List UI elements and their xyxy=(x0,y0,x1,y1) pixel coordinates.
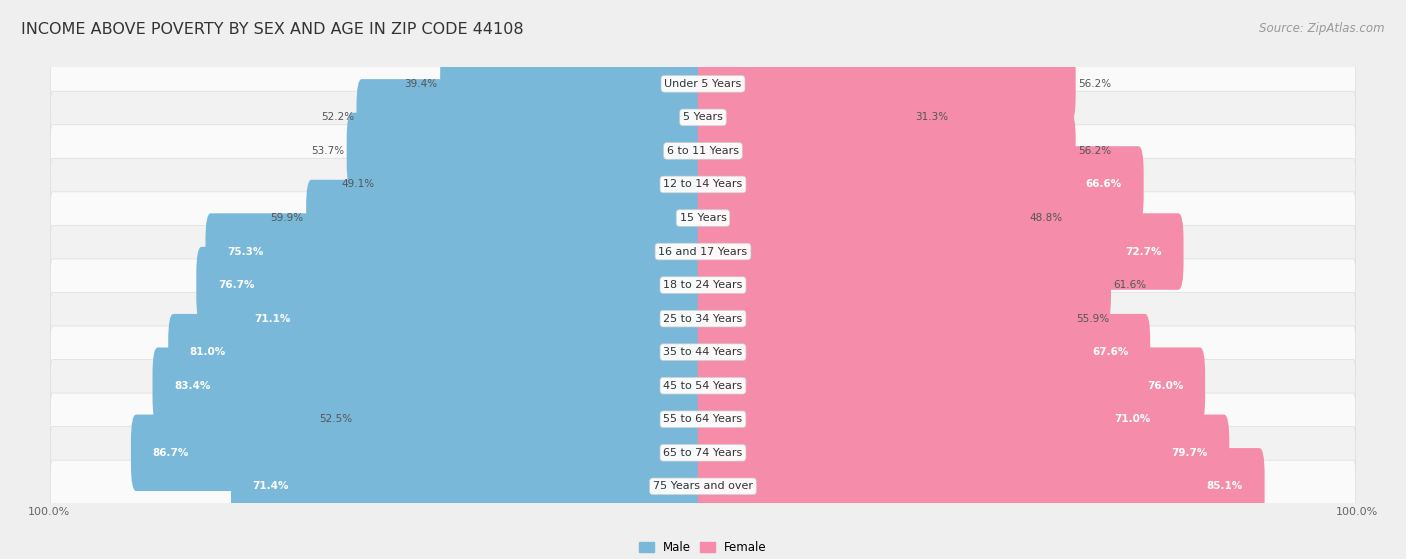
Text: Source: ZipAtlas.com: Source: ZipAtlas.com xyxy=(1260,22,1385,35)
FancyBboxPatch shape xyxy=(357,79,709,155)
Text: 55.9%: 55.9% xyxy=(1077,314,1109,324)
Text: 31.3%: 31.3% xyxy=(915,112,949,122)
Text: 79.7%: 79.7% xyxy=(1171,448,1208,458)
FancyBboxPatch shape xyxy=(354,381,709,457)
FancyBboxPatch shape xyxy=(197,247,709,323)
Text: Under 5 Years: Under 5 Years xyxy=(665,79,741,89)
FancyBboxPatch shape xyxy=(377,146,709,222)
FancyBboxPatch shape xyxy=(51,259,1355,311)
Text: 76.7%: 76.7% xyxy=(218,280,254,290)
FancyBboxPatch shape xyxy=(440,46,709,122)
FancyBboxPatch shape xyxy=(51,58,1355,110)
Text: 45 to 54 Years: 45 to 54 Years xyxy=(664,381,742,391)
FancyBboxPatch shape xyxy=(51,158,1355,211)
FancyBboxPatch shape xyxy=(697,180,1028,256)
Text: 71.0%: 71.0% xyxy=(1115,414,1152,424)
FancyBboxPatch shape xyxy=(51,460,1355,513)
Text: 48.8%: 48.8% xyxy=(1029,213,1063,223)
Text: 53.7%: 53.7% xyxy=(311,146,344,156)
Text: 66.6%: 66.6% xyxy=(1085,179,1122,190)
Text: 67.6%: 67.6% xyxy=(1092,347,1129,357)
FancyBboxPatch shape xyxy=(697,113,1076,189)
FancyBboxPatch shape xyxy=(51,292,1355,345)
FancyBboxPatch shape xyxy=(51,125,1355,177)
Text: 39.4%: 39.4% xyxy=(405,79,437,89)
Text: 71.4%: 71.4% xyxy=(253,481,290,491)
Text: 52.2%: 52.2% xyxy=(321,112,354,122)
Text: 75.3%: 75.3% xyxy=(226,247,263,257)
Text: 25 to 34 Years: 25 to 34 Years xyxy=(664,314,742,324)
Text: 56.2%: 56.2% xyxy=(1078,79,1111,89)
FancyBboxPatch shape xyxy=(231,448,709,524)
FancyBboxPatch shape xyxy=(697,314,1150,390)
Text: 5 Years: 5 Years xyxy=(683,112,723,122)
Text: 75 Years and over: 75 Years and over xyxy=(652,481,754,491)
FancyBboxPatch shape xyxy=(697,247,1111,323)
Text: 49.1%: 49.1% xyxy=(342,179,374,190)
Text: 15 Years: 15 Years xyxy=(679,213,727,223)
Text: 65 to 74 Years: 65 to 74 Years xyxy=(664,448,742,458)
Text: 56.2%: 56.2% xyxy=(1078,146,1111,156)
Text: 85.1%: 85.1% xyxy=(1206,481,1243,491)
FancyBboxPatch shape xyxy=(205,214,709,290)
Legend: Male, Female: Male, Female xyxy=(640,541,766,554)
FancyBboxPatch shape xyxy=(51,192,1355,244)
FancyBboxPatch shape xyxy=(169,314,709,390)
Text: 16 and 17 Years: 16 and 17 Years xyxy=(658,247,748,257)
FancyBboxPatch shape xyxy=(51,326,1355,378)
FancyBboxPatch shape xyxy=(233,281,709,357)
Text: 72.7%: 72.7% xyxy=(1125,247,1161,257)
FancyBboxPatch shape xyxy=(51,225,1355,278)
FancyBboxPatch shape xyxy=(697,381,1173,457)
FancyBboxPatch shape xyxy=(152,348,709,424)
FancyBboxPatch shape xyxy=(697,415,1229,491)
Text: 83.4%: 83.4% xyxy=(174,381,211,391)
FancyBboxPatch shape xyxy=(697,281,1074,357)
Text: 12 to 14 Years: 12 to 14 Years xyxy=(664,179,742,190)
FancyBboxPatch shape xyxy=(51,91,1355,144)
Text: 52.5%: 52.5% xyxy=(319,414,352,424)
FancyBboxPatch shape xyxy=(697,448,1264,524)
Text: 6 to 11 Years: 6 to 11 Years xyxy=(666,146,740,156)
FancyBboxPatch shape xyxy=(51,393,1355,446)
FancyBboxPatch shape xyxy=(131,415,709,491)
Text: 55 to 64 Years: 55 to 64 Years xyxy=(664,414,742,424)
FancyBboxPatch shape xyxy=(51,427,1355,479)
FancyBboxPatch shape xyxy=(697,146,1143,222)
FancyBboxPatch shape xyxy=(347,113,709,189)
FancyBboxPatch shape xyxy=(697,79,912,155)
FancyBboxPatch shape xyxy=(697,214,1184,290)
FancyBboxPatch shape xyxy=(697,348,1205,424)
FancyBboxPatch shape xyxy=(307,180,709,256)
Text: 76.0%: 76.0% xyxy=(1147,381,1184,391)
Text: 71.1%: 71.1% xyxy=(254,314,291,324)
Text: 81.0%: 81.0% xyxy=(190,347,226,357)
Text: 59.9%: 59.9% xyxy=(270,213,304,223)
FancyBboxPatch shape xyxy=(697,46,1076,122)
Text: 18 to 24 Years: 18 to 24 Years xyxy=(664,280,742,290)
Text: 61.6%: 61.6% xyxy=(1114,280,1147,290)
Text: 35 to 44 Years: 35 to 44 Years xyxy=(664,347,742,357)
FancyBboxPatch shape xyxy=(51,359,1355,412)
Text: INCOME ABOVE POVERTY BY SEX AND AGE IN ZIP CODE 44108: INCOME ABOVE POVERTY BY SEX AND AGE IN Z… xyxy=(21,22,523,37)
Text: 86.7%: 86.7% xyxy=(152,448,188,458)
